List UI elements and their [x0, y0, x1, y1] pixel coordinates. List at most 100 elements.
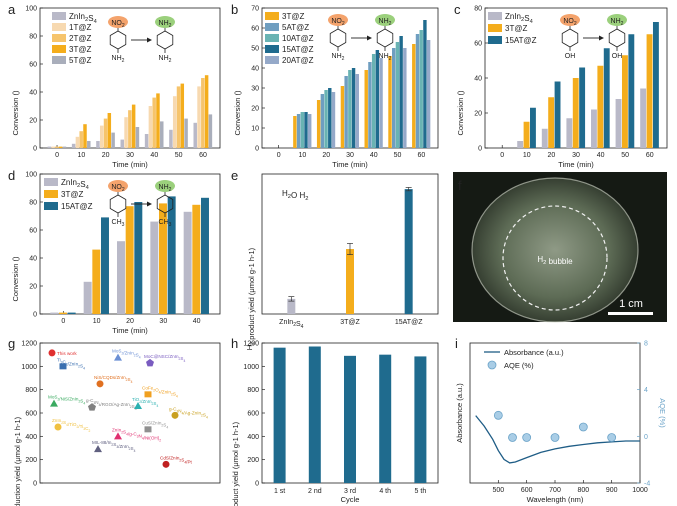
bar [167, 196, 176, 314]
text-part: /ZnIn [161, 389, 172, 394]
text-part: /RGO/Ag-ZnIn [100, 402, 130, 407]
bar [107, 113, 112, 148]
bar [96, 141, 100, 148]
benzene-ring [376, 28, 394, 48]
text-part: 4 [166, 425, 168, 429]
y-tick-label: 600 [25, 411, 37, 418]
bar [51, 146, 55, 148]
text-part: S [113, 442, 116, 447]
bar [331, 92, 336, 148]
functional-group: NH2 [379, 53, 392, 62]
x-tick-label: 20 [102, 152, 110, 159]
y2-axis-label: AQE (%) [658, 398, 667, 428]
text-part: 3 [169, 222, 172, 228]
text-part: 2 [88, 429, 90, 433]
y-tick-label: 600 [247, 411, 259, 418]
text-part: Conversion ( [233, 92, 242, 135]
legend-swatch [52, 56, 66, 64]
panel-label: d [8, 168, 15, 183]
x-tick-label: 0 [55, 152, 59, 159]
x-tick-label: 500 [492, 487, 504, 494]
text-part: g-C [86, 398, 94, 403]
bar [388, 56, 392, 148]
bar [47, 146, 52, 148]
text-part: T@Z [73, 45, 91, 54]
text-part: S [181, 457, 184, 462]
text-part: ZnIn [52, 418, 62, 423]
arrow-head [367, 35, 372, 41]
bar [75, 136, 80, 148]
bar [59, 312, 67, 314]
y-tick-label: 20 [474, 111, 482, 118]
bar [640, 88, 647, 148]
x-tick-label: 3 rd [344, 488, 356, 495]
bar [128, 110, 132, 148]
data-point [50, 399, 58, 407]
functional-group: OH [565, 53, 576, 60]
bar [92, 249, 101, 314]
bar [201, 197, 209, 314]
y-tick-label: 200 [25, 457, 37, 464]
bar [414, 356, 427, 483]
x-tick-label: 20 [548, 152, 556, 159]
bar [652, 22, 659, 148]
bar [293, 116, 297, 148]
point-label: Ti3C2/ZnIn2S4 [57, 357, 85, 370]
text-part: 1 [231, 437, 240, 441]
point-label: NiS/CQDs/ZnIn2S4 [94, 375, 133, 384]
data-point [114, 432, 122, 440]
x-tick-label: 60 [199, 152, 207, 159]
legend-swatch [52, 12, 66, 20]
bar [193, 122, 197, 148]
legend-label: ZnIn2S4 [505, 12, 534, 25]
x-tick-label: 800 [577, 487, 589, 494]
text-part: 1 [69, 23, 74, 32]
legend-swatch [265, 56, 279, 64]
y-tick-label: 30 [251, 86, 259, 93]
text-part: This work [57, 351, 77, 356]
text-part: 4 [142, 436, 144, 440]
aqe-point [578, 422, 588, 432]
text-part: ZnIn [279, 319, 293, 326]
bar [55, 146, 59, 148]
text-part: 4 [126, 432, 128, 436]
text-part: 2 [122, 58, 125, 64]
scalebar [608, 312, 653, 315]
text-part: H [299, 191, 305, 200]
bar [99, 125, 104, 148]
text-part: 2 [169, 23, 172, 29]
panel-label: h [231, 336, 238, 351]
text-part: 3 [282, 12, 287, 21]
text-part: 4 [66, 423, 68, 427]
bar [192, 204, 201, 314]
functional-group: NO2 [331, 18, 345, 27]
legend-swatch [52, 45, 66, 53]
bar [204, 75, 209, 148]
bar [541, 128, 548, 148]
bar [296, 114, 301, 148]
bar [131, 104, 136, 148]
text-part: S [80, 363, 83, 368]
molecule: NO2 CH3 [108, 180, 128, 228]
bar [371, 54, 376, 148]
y2-tick-label: 8 [644, 341, 648, 348]
legend-swatch [265, 34, 279, 42]
text-part: 2 [250, 342, 256, 345]
legend-label: 5AT@Z [282, 23, 309, 32]
functional-group: NO2 [111, 20, 125, 29]
x-tick-label: 30 [572, 152, 580, 159]
bar [134, 202, 143, 314]
bar [273, 347, 286, 483]
bar [523, 121, 530, 148]
bar [197, 86, 201, 148]
bar [287, 298, 296, 314]
text-part: 4 [206, 415, 208, 419]
text-part: 2 [521, 17, 524, 23]
legend-label: ZnIn2S4 [69, 12, 98, 25]
text-part: 3 [69, 45, 74, 54]
text-part: 1 [247, 263, 256, 267]
text-part: AT@Z [291, 45, 314, 54]
point-label: g-C3N4/RGO/Ag-ZnIn2S4 [86, 398, 137, 411]
text-part: 3 [176, 409, 178, 413]
text-part: AT@Z [403, 319, 424, 326]
